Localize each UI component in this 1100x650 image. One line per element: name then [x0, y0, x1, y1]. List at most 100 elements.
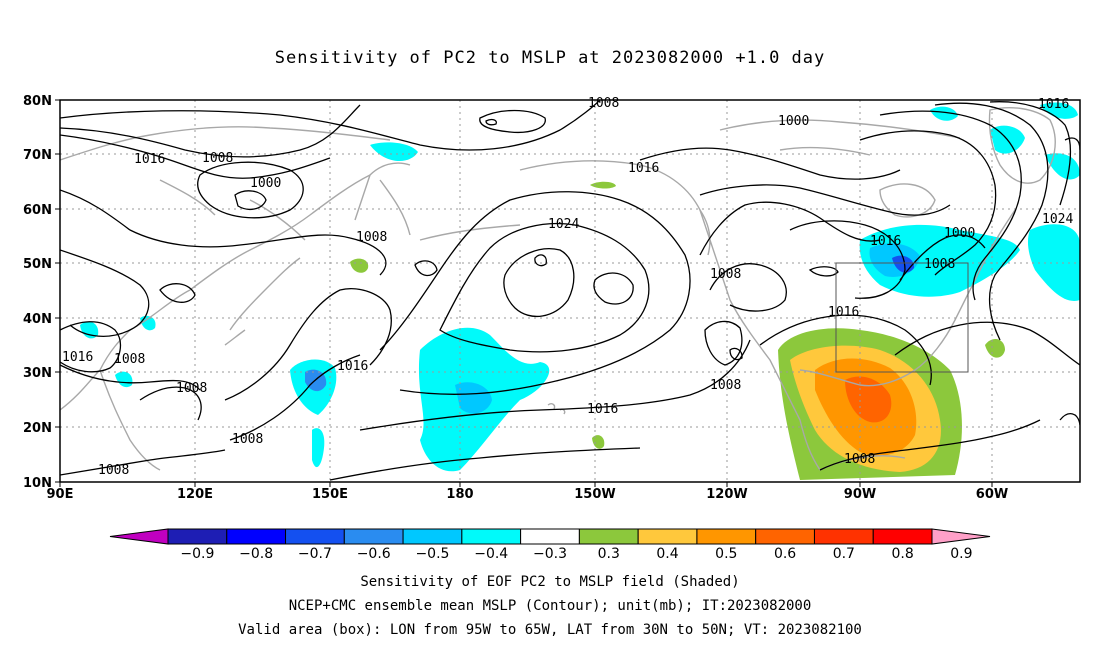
colorbar-label: 0.8: [891, 546, 913, 562]
lon-label: 150E: [312, 487, 348, 502]
asia-coast: [60, 162, 411, 411]
colorbar-box: [167, 528, 228, 545]
contour-label: 1016: [134, 152, 165, 167]
contour-line: [60, 249, 150, 337]
contour-line: [704, 320, 743, 366]
colorbar-box: [755, 528, 815, 545]
contour-line: [639, 147, 901, 180]
contour-line: [593, 272, 634, 305]
lat-label: 40N: [23, 312, 52, 327]
contour-line: [60, 189, 387, 276]
contour-label: 1008: [98, 463, 129, 478]
colorbar-box: [226, 528, 287, 545]
colorbar-box: [402, 528, 463, 545]
shade-negative-ne: [1027, 224, 1080, 301]
hudson-bay: [879, 183, 936, 218]
lat-label: 50N: [23, 257, 52, 272]
lat-label: 20N: [23, 421, 52, 436]
contour-label: 1024: [1042, 212, 1073, 227]
shade-negative-asia: [80, 321, 99, 339]
colorbar-label: 0.4: [656, 546, 678, 562]
shade-negative-arctic-2: [1040, 102, 1078, 119]
asia-coast-south: [99, 369, 161, 471]
contour-line: [197, 161, 304, 219]
contour-label: 1000: [250, 176, 281, 191]
contour-label: 1000: [944, 226, 975, 241]
shade-positive-green-small: [985, 338, 1005, 358]
contour-line: [485, 118, 498, 126]
shade-negative-arctic-4: [930, 106, 958, 121]
shade-negative-west-small: [312, 428, 325, 468]
contour-line: [60, 100, 601, 151]
colorbar: −0.9 −0.8 −0.7 −0.6 −0.5 −0.4 −0.3 0.3 0.4 0.5 0.6…: [109, 528, 991, 562]
contour-line: [224, 288, 392, 401]
contour-line: [503, 248, 575, 318]
colorbar-end-high: [931, 528, 991, 545]
contour-line: [139, 386, 202, 421]
shade-positive-green-small-4: [590, 181, 616, 189]
contour-line: [859, 130, 997, 276]
shade-negative-asia-2: [115, 371, 133, 388]
contour-label: 1008: [588, 96, 619, 111]
lon-label: 90W: [844, 487, 876, 502]
contour-line: [60, 104, 361, 158]
shade-negative-arctic-3: [370, 142, 418, 162]
lat-label: 60N: [23, 203, 52, 218]
contour-line: [729, 347, 743, 361]
contour-label: 1016: [828, 305, 859, 320]
contour-label: 1000: [778, 114, 809, 129]
lon-label: 60W: [976, 487, 1008, 502]
colorbar-label: −0.4: [474, 546, 508, 562]
colorbar-box: [872, 528, 933, 545]
lon-label: 150W: [574, 487, 615, 502]
russia-inland: [159, 179, 306, 241]
colorbar-label: −0.3: [533, 546, 567, 562]
contour-label: 1008: [844, 452, 875, 467]
contour-line: [60, 321, 122, 373]
lat-label: 10N: [23, 476, 52, 491]
contour-line: [1059, 413, 1080, 426]
lon-label: 120W: [706, 487, 747, 502]
footer-line-3: Valid area (box): LON from 95W to 65W, L…: [238, 622, 862, 638]
longitude-labels: 90E 120E 150E 180 150W 120W 90W 60W: [47, 487, 1009, 502]
contour-label: 1008: [114, 352, 145, 367]
shade-positive-green-small-2: [350, 258, 369, 273]
contour-label: 1024: [548, 217, 579, 232]
contour-line: [899, 234, 986, 281]
contour-line: [60, 134, 331, 179]
contour-label: 1008: [710, 267, 741, 282]
contour-line: [709, 263, 787, 312]
colorbar-box: [461, 528, 522, 545]
colorbar-box: [343, 528, 404, 545]
kamchatka: [354, 174, 411, 236]
colorbar-box: [696, 528, 757, 545]
map-title: Sensitivity of PC2 to MSLP at 2023082000…: [274, 48, 826, 68]
tick-marks: [55, 99, 993, 487]
north-america-west: [699, 209, 821, 471]
sensitivity-shading: [80, 102, 1080, 480]
aleutians: [419, 224, 521, 241]
shade-negative-pacific-dark: [455, 382, 492, 414]
contour-line: [1064, 137, 1080, 151]
contour-line: [934, 102, 1049, 341]
colorbar-label: 0.6: [774, 546, 796, 562]
greenland: [988, 107, 1056, 184]
contour-line: [894, 321, 1080, 366]
colorbar-label: −0.9: [180, 546, 214, 562]
lat-label: 80N: [23, 94, 52, 109]
footer-line-2: NCEP+CMC ensemble mean MSLP (Contour); u…: [288, 598, 812, 614]
contour-line: [989, 101, 1072, 206]
colorbar-label: −0.8: [239, 546, 273, 562]
canada-arctic: [719, 119, 961, 156]
contour-line: [534, 254, 547, 267]
colorbar-label: −0.5: [415, 546, 449, 562]
contour-label: 1016: [62, 350, 93, 365]
contour-labels: 1008 1016 1016 1008 1000 1016 1008 1000 …: [62, 96, 1073, 478]
contour-label: 1008: [202, 151, 233, 166]
colorbar-label: 0.7: [833, 546, 855, 562]
contour-line: [808, 266, 839, 277]
contour-line: [699, 184, 951, 216]
valid-area-box: [835, 262, 969, 373]
contour-line: [699, 201, 881, 256]
colorbar-label: −0.6: [357, 546, 391, 562]
